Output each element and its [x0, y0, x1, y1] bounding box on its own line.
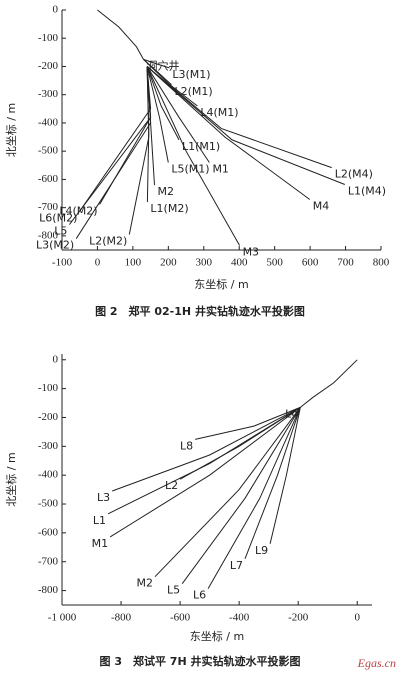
- y-tick-label: 0: [53, 4, 59, 16]
- trajectory: [207, 407, 301, 589]
- x-axis-label: 东坐标 / m: [194, 277, 248, 291]
- trajectory-label: M1: [212, 162, 229, 175]
- x-axis-label: 东坐标 / m: [190, 629, 244, 643]
- trajectory-label: L8: [180, 439, 193, 452]
- y-tick-label: -200: [38, 60, 59, 72]
- trajectory: [299, 359, 358, 408]
- x-tick-label: 200: [160, 257, 177, 269]
- trajectory: [146, 66, 311, 200]
- trajectory: [146, 66, 169, 163]
- x-tick-label: -100: [52, 257, 73, 269]
- trajectory: [269, 407, 301, 544]
- trajectory: [143, 59, 198, 107]
- trajectory: [69, 66, 152, 225]
- trajectory: [154, 407, 301, 578]
- x-tick-label: -1 000: [48, 612, 77, 624]
- trajectory-label: M2: [158, 185, 175, 198]
- trajectory: [146, 66, 210, 163]
- trajectory-label: L5: [167, 584, 180, 597]
- figure-caption: 图 2 郑平 02-1H 井实钻轨迹水平投影图: [95, 304, 305, 318]
- y-axis-label: 北坐标 / m: [4, 103, 18, 157]
- figure-caption: 图 3 郑试平 7H 井实钻轨迹水平投影图: [99, 654, 300, 668]
- trajectory-label: L2: [165, 479, 178, 492]
- trajectory: [146, 66, 180, 141]
- trajectory: [112, 406, 301, 492]
- x-tick-label: 600: [302, 257, 319, 269]
- x-tick-label: 400: [231, 257, 248, 269]
- y-tick-label: -100: [38, 382, 59, 394]
- y-tick-label: -700: [38, 201, 59, 213]
- trajectory-label: L3(M2): [36, 239, 74, 252]
- y-tick-label: -700: [38, 555, 59, 567]
- x-tick-label: -400: [229, 612, 250, 624]
- y-tick-label: -400: [38, 469, 59, 481]
- trajectory-label: L2(M4): [335, 168, 373, 181]
- y-tick-label: 0: [53, 353, 59, 365]
- x-tick-label: 500: [266, 257, 283, 269]
- trajectory-label: M3: [243, 245, 260, 258]
- trajectory: [181, 407, 301, 584]
- x-tick-label: 100: [125, 257, 142, 269]
- trajectory-label: L6(M2): [39, 212, 77, 225]
- trajectory-label: M1: [92, 537, 109, 550]
- trajectory-label: L5: [54, 225, 67, 238]
- trajectory: [146, 66, 332, 169]
- x-tick-label: 800: [373, 257, 390, 269]
- trajectory-label: L1: [93, 514, 106, 527]
- y-tick-label: -100: [38, 32, 59, 44]
- x-tick-label: -800: [111, 612, 132, 624]
- trajectory: [107, 406, 301, 515]
- y-tick-label: -400: [38, 116, 59, 128]
- trajectory: [195, 406, 301, 440]
- trajectory: [97, 9, 144, 60]
- trajectory-label: M2: [137, 577, 154, 590]
- y-tick-label: -500: [38, 145, 59, 157]
- watermark: Egas.cn: [357, 656, 396, 670]
- x-tick-label: 300: [196, 257, 213, 269]
- trajectory-label: L9: [255, 544, 268, 557]
- x-tick-label: -600: [170, 612, 191, 624]
- trajectory-label: L6: [193, 589, 206, 602]
- trajectory: [244, 407, 301, 559]
- y-tick-label: -500: [38, 498, 59, 510]
- trajectory-label: L5(M1): [171, 162, 209, 175]
- y-tick-label: -300: [38, 88, 59, 100]
- y-tick-label: -800: [38, 584, 59, 596]
- trajectory-label: M4: [313, 199, 330, 212]
- y-tick-label: -600: [38, 173, 59, 185]
- trajectory: [109, 406, 301, 538]
- y-axis-label: 北坐标 / m: [4, 452, 18, 506]
- y-tick-label: -600: [38, 526, 59, 538]
- trajectory: [146, 66, 241, 246]
- y-tick-label: -200: [38, 411, 59, 423]
- trajectory: [128, 66, 150, 235]
- x-tick-label: 0: [95, 257, 101, 269]
- trajectory-label: L1(M4): [348, 184, 386, 197]
- trajectory-label: L2(M2): [89, 234, 127, 247]
- trajectory-label: L1(M1): [182, 140, 220, 153]
- trajectory: [75, 66, 152, 239]
- trajectory: [146, 66, 345, 185]
- trajectory-label: L4(M1): [200, 106, 238, 119]
- trajectory-label: L7: [230, 559, 243, 572]
- x-tick-label: -200: [288, 612, 309, 624]
- trajectory-label: L2(M1): [175, 85, 213, 98]
- y-tick-label: -300: [38, 440, 59, 452]
- trajectory-label: L3(M1): [172, 68, 210, 81]
- x-tick-label: 700: [337, 257, 354, 269]
- y-tick-label: -800: [38, 229, 59, 241]
- trajectory-label: L1(M2): [150, 202, 188, 215]
- trajectory-label: L4(M2): [59, 205, 97, 218]
- x-tick-label: 0: [354, 612, 360, 624]
- trajectory: [143, 58, 170, 69]
- trajectory-label: L3: [97, 491, 110, 504]
